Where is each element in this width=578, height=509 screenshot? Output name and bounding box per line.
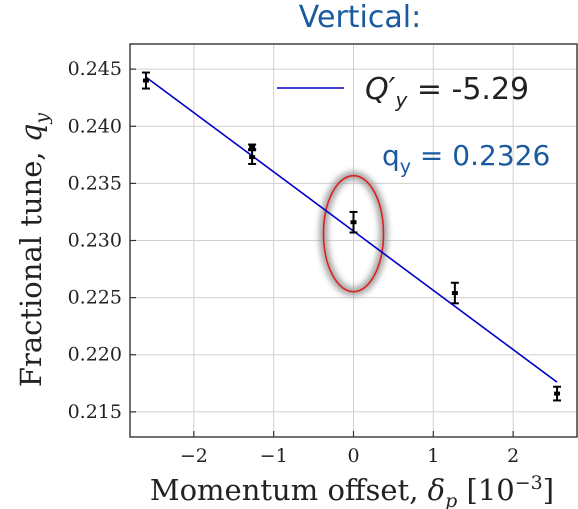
errorbar-point <box>248 149 257 165</box>
chart-title: Vertical: <box>299 0 421 35</box>
data-point-marker <box>142 78 149 83</box>
x-axis-label-main: Momentum offset, <box>150 473 428 507</box>
y-ticks: 0.215 0.220 0.225 0.230 0.235 0.240 0.245 <box>68 58 136 423</box>
tune-annotation-main: q <box>382 139 400 172</box>
highlight-ring <box>322 174 385 293</box>
y-axis-label-symbol: q <box>14 124 48 143</box>
x-axis-label-symbol: δ <box>428 473 445 507</box>
y-tick-label: 0.245 <box>68 58 122 80</box>
highlight-ellipse <box>319 171 388 297</box>
x-ticks: −2 −1 0 1 2 <box>180 431 519 467</box>
errorbar-point <box>553 385 562 402</box>
legend-label-value: = -5.29 <box>407 72 529 107</box>
y-axis-label-main: Fractional tune, <box>14 142 48 387</box>
x-axis-label-unit: [10 <box>457 473 514 507</box>
errorbar-points <box>141 71 562 402</box>
x-tick-label: 1 <box>427 445 439 467</box>
fit-line <box>145 76 558 383</box>
legend-label-main: Q′ <box>365 72 396 107</box>
y-tick-label: 0.235 <box>68 172 122 194</box>
y-tick-label: 0.215 <box>68 401 122 423</box>
legend-label-sub: y <box>394 88 408 112</box>
tune-annotation-value: = 0.2326 <box>411 139 550 172</box>
x-axis-label-close: ] <box>543 473 554 507</box>
data-point-marker <box>554 391 561 396</box>
errorbar-point <box>450 281 459 305</box>
errorbar-point <box>141 71 150 90</box>
y-tick-label: 0.240 <box>68 115 122 137</box>
x-tick-label: −2 <box>180 445 208 467</box>
data-point-marker <box>350 220 357 225</box>
tune-annotation-sub: y <box>400 156 411 178</box>
y-axis-label: Fractional tune, qy <box>14 113 53 388</box>
y-tick-label: 0.220 <box>68 344 122 366</box>
data-point-marker <box>249 144 256 149</box>
x-tick-label: −1 <box>260 445 288 467</box>
y-tick-label: 0.225 <box>68 287 122 309</box>
errorbar-point <box>248 143 257 151</box>
x-axis-label-symbol-sub: p <box>445 490 457 509</box>
x-axis-label-exp: −3 <box>515 472 543 494</box>
data-point-marker <box>249 155 256 160</box>
grid-lines <box>130 44 577 437</box>
data-point-marker <box>451 291 458 296</box>
tune-annotation: qy = 0.2326 <box>382 139 550 178</box>
x-tick-label: 0 <box>347 445 359 467</box>
legend: Q′y = -5.29 <box>277 72 529 112</box>
x-tick-label: 2 <box>507 445 519 467</box>
legend-label: Q′y = -5.29 <box>365 72 529 112</box>
y-tick-label: 0.230 <box>68 230 122 252</box>
series-line <box>145 76 558 383</box>
y-axis-label-symbol-sub: y <box>31 113 53 125</box>
errorbar-point <box>349 210 358 234</box>
x-axis-label: Momentum offset, δp [10−3] <box>150 472 554 509</box>
